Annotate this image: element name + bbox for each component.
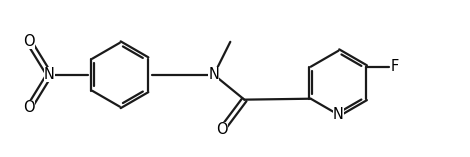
Text: N: N: [208, 67, 219, 82]
Text: O: O: [24, 100, 35, 115]
Text: N: N: [333, 107, 344, 122]
Text: O: O: [24, 34, 35, 49]
Text: F: F: [391, 59, 399, 74]
Text: N: N: [44, 67, 55, 82]
Text: O: O: [216, 122, 227, 137]
